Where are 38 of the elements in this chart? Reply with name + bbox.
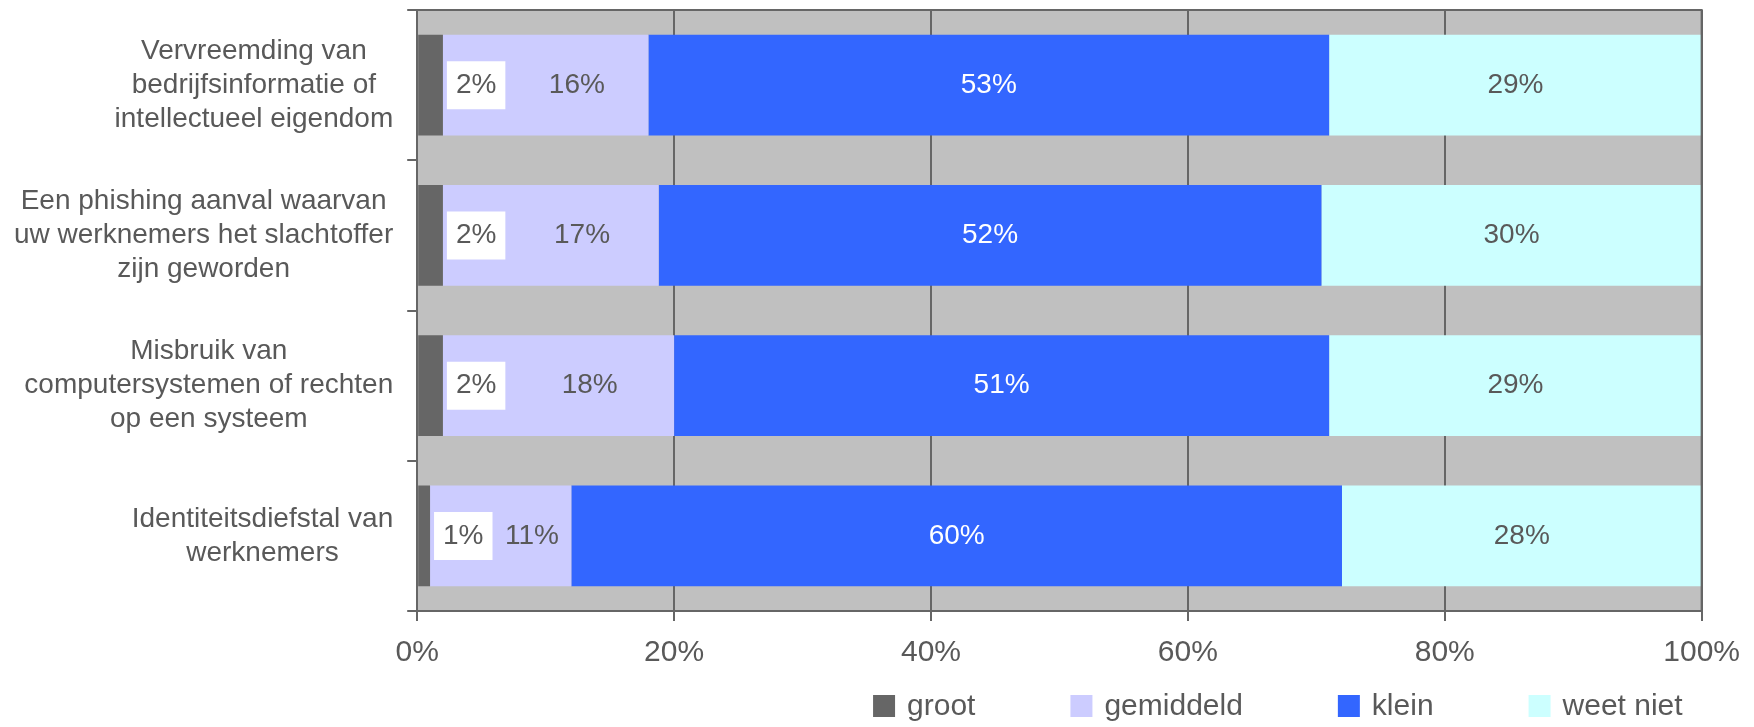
data-label: 16% xyxy=(548,67,605,99)
bar xyxy=(1321,185,1702,286)
legend-label: klein xyxy=(1371,688,1434,722)
data-label: 28% xyxy=(1493,518,1550,550)
data-label: 29% xyxy=(1487,368,1544,400)
x-tick-label: 20% xyxy=(644,634,705,668)
x-tick-label: 60% xyxy=(1157,634,1218,668)
bar xyxy=(674,335,1330,436)
data-label: 30% xyxy=(1483,218,1540,250)
data-label: 11% xyxy=(504,518,559,550)
bar xyxy=(1342,485,1702,587)
data-label: 2% xyxy=(455,67,497,99)
x-tick-label: 80% xyxy=(1414,634,1475,668)
data-label: 53% xyxy=(960,67,1017,99)
y-tick-label: Misbruik van computersystemen of rechten op een systeem xyxy=(24,334,394,434)
data-label: 60% xyxy=(928,518,985,550)
data-label: 17% xyxy=(554,218,611,250)
data-label: 2% xyxy=(455,218,497,250)
bar xyxy=(658,185,1322,286)
legend-label: weet niet xyxy=(1561,688,1684,722)
legend-label: groot xyxy=(907,688,977,722)
data-label: 51% xyxy=(973,368,1030,400)
bar xyxy=(1329,34,1702,136)
y-tick-label: Identiteitsdiefstal van werknemers xyxy=(131,501,394,567)
x-tick-label: 100% xyxy=(1663,634,1740,668)
bar xyxy=(648,34,1330,136)
data-label: 52% xyxy=(962,218,1019,250)
data-label: 18% xyxy=(561,368,618,400)
legend-label: gemiddeld xyxy=(1104,688,1243,722)
bar xyxy=(571,485,1342,587)
y-tick-label: Een phishing aanval waarvan uw werknemers het slachtoffer zijn geworden xyxy=(14,184,394,284)
x-tick-label: 40% xyxy=(900,634,961,668)
data-label: 1% xyxy=(443,518,484,550)
data-label: 2% xyxy=(455,368,497,400)
x-tick-label: 0% xyxy=(395,634,439,668)
bar xyxy=(1329,335,1702,436)
data-label: 29% xyxy=(1487,67,1544,99)
y-tick-label: Vervreemding van bedrijfsinformatie of intellectueel eigendom xyxy=(114,33,394,133)
